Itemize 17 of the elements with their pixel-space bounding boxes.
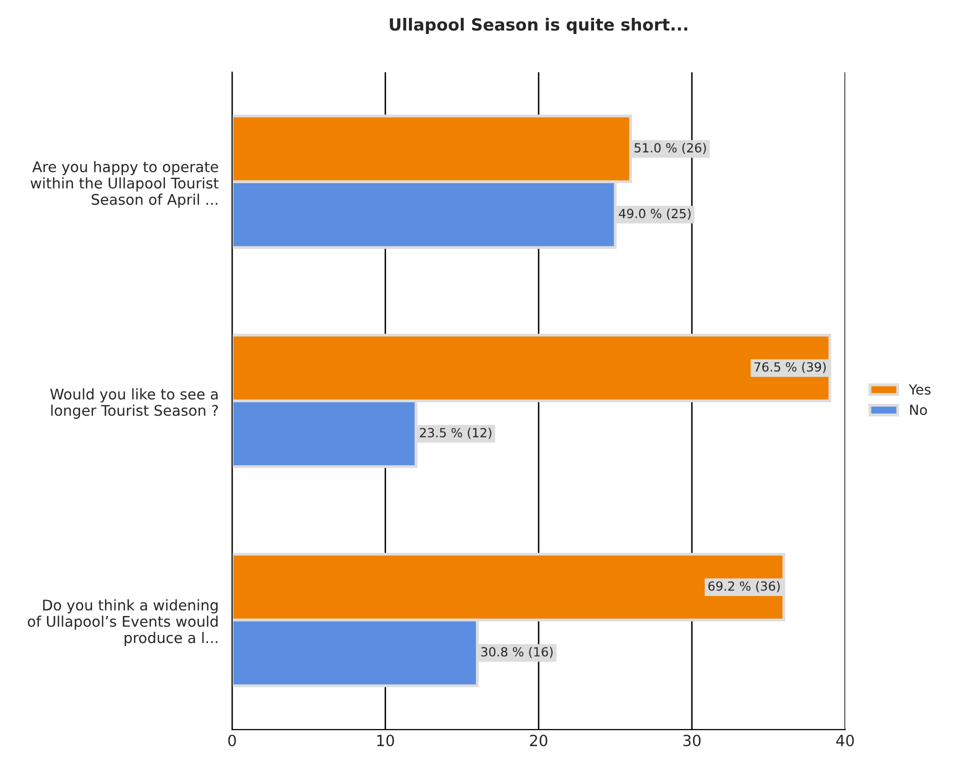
x-tick-label: 10 (377, 734, 394, 746)
data-label: 30.8 % (16) (481, 646, 553, 658)
x-tick-label: 40 (836, 734, 854, 746)
y-tick-label: Would you like to see a longer Tourist Season ? (50, 388, 218, 419)
x-tick-label: 30 (683, 734, 701, 746)
data-label: 76.5 % (39) (754, 362, 826, 374)
data-label: 69.2 % (36) (708, 581, 780, 592)
data-label: 23.5 % (12) (420, 428, 492, 439)
legend-label: Yes (908, 384, 931, 395)
data-label: 49.0 % (25) (618, 208, 691, 220)
data-label: 51.0 % (26) (634, 142, 706, 154)
x-tick-label: 20 (530, 734, 548, 746)
x-tick-label: 0 (228, 734, 236, 746)
chart-title: Ullapool Season is quite short... (390, 18, 688, 34)
y-tick-label: Are you happy to operate within the Ullapool Tourist Season of April ... (30, 161, 219, 208)
legend-label: No (910, 404, 927, 416)
y-tick-label: Do you think a widening of Ullapool’s Events would produce a l... (28, 599, 218, 646)
